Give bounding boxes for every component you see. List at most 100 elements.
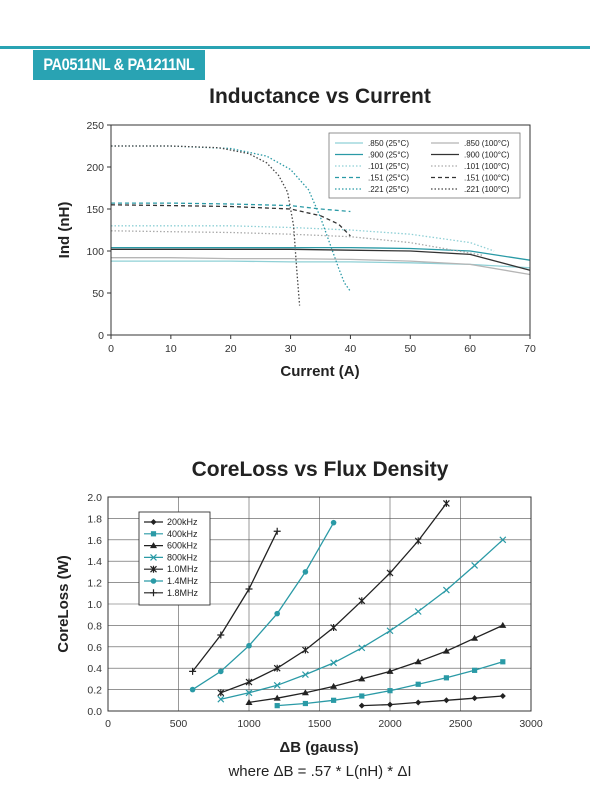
chart1-y-tick-label: 150 xyxy=(86,204,104,216)
chart2-point-800khz xyxy=(245,689,253,697)
chart2-point-800khz xyxy=(471,562,479,569)
chart1-legend-label: .850 (100°C) xyxy=(464,139,510,148)
chart1-y-tick-label: 50 xyxy=(92,288,104,300)
chart2-point-800khz xyxy=(386,627,394,635)
chart2-x-tick-label: 1500 xyxy=(308,718,332,730)
chart1-x-tick-label: 70 xyxy=(524,343,536,355)
chart1-legend-label: .151 (100°C) xyxy=(464,174,510,183)
chart2-point-1.0mhz xyxy=(414,537,422,545)
chart1-series-line-6 xyxy=(111,257,531,276)
chart2-point-800khz xyxy=(217,695,225,703)
inductance-chart: 0 10 20 30 40 50 60 70 0 50 100 150 200 250 Current (… xyxy=(56,120,536,380)
part-number-tab: PA0511NL & PA1211NL xyxy=(33,50,205,80)
chart2-legend-marker xyxy=(150,589,157,597)
chart1-legend: .850 (25°C) .900 (25°C) .101 (25°C) .151 (2… xyxy=(328,132,521,199)
chart1-x-tick-label: 20 xyxy=(225,343,237,355)
chart2-point-1.4mhz xyxy=(330,519,337,526)
chart1-y-tick-label: 0 xyxy=(98,330,104,342)
chart2-point-400khz xyxy=(387,688,393,694)
chart2-y-tick-label: 1.0 xyxy=(87,599,102,611)
chart2-point-1.0mhz xyxy=(358,597,366,605)
chart2-point-400khz xyxy=(415,681,421,687)
chart1-legend-box xyxy=(328,132,521,199)
chart1-x-tick-label: 10 xyxy=(165,343,177,355)
chart2-point-400khz xyxy=(472,667,478,673)
chart2-point-600khz xyxy=(330,682,338,689)
chart2-point-800khz xyxy=(301,671,309,679)
chart2-series-line-600khz xyxy=(248,624,504,704)
chart2-y-tick-label: 0.6 xyxy=(87,642,102,654)
chart1-legend-label: .221 (25°C) xyxy=(368,185,409,194)
chart2-legend-label: 400kHz xyxy=(167,529,198,539)
header-rule xyxy=(0,46,590,49)
chart2-y-tick-label: 0.4 xyxy=(87,663,102,675)
chart1-legend-label: .850 (25°C) xyxy=(368,139,409,148)
chart2-point-600khz xyxy=(499,621,507,628)
chart2-x-tick-label: 3000 xyxy=(519,718,543,730)
chart2-legend-box xyxy=(138,511,211,606)
chart1-x-tick-label: 40 xyxy=(345,343,357,355)
chart2-point-400khz xyxy=(274,703,280,709)
chart1-series-line-5 xyxy=(111,145,351,292)
chart2-x-tick-label: 500 xyxy=(170,718,188,730)
chart2-legend-label: 1.8MHz xyxy=(167,588,199,598)
chart2-point-1.4mhz xyxy=(246,642,252,649)
chart1-y-axis-title: Ind (nH) xyxy=(56,202,73,259)
chart2-series-line-1.4mhz xyxy=(192,522,335,691)
chart2-y-tick-label: 1.8 xyxy=(87,513,102,525)
chart1-series-line-2 xyxy=(111,246,531,261)
chart2-point-200khz xyxy=(415,699,422,706)
chart2-point-200khz xyxy=(499,693,506,700)
chart1-x-tick-label: 30 xyxy=(285,343,297,355)
chart1-legend-label: .900 (100°C) xyxy=(464,151,510,160)
chart2-point-1.4mhz xyxy=(302,569,309,575)
chart2-x-tick-label: 0 xyxy=(105,718,111,730)
chart2-legend-marker xyxy=(150,553,157,561)
chart2-point-1.0mhz xyxy=(217,689,225,697)
chart2-x-tick-label: 1000 xyxy=(237,718,261,730)
chart1-title: Inductance vs Current xyxy=(209,85,431,108)
chart1-series-line-4 xyxy=(111,202,351,213)
chart2-legend-label: 1.4MHz xyxy=(167,576,199,586)
chart2-point-400khz xyxy=(443,675,449,681)
chart1-legend-label: .151 (25°C) xyxy=(368,174,409,183)
chart2-point-1.0mhz xyxy=(273,664,281,672)
chart2-legend-marker xyxy=(150,542,157,549)
chart1-y-tick-label: 200 xyxy=(86,162,104,174)
chart2-point-1.8mhz xyxy=(217,631,225,639)
chart2-point-800khz xyxy=(442,586,450,594)
chart1-y-tick-label: 100 xyxy=(86,246,104,258)
chart2-point-400khz xyxy=(359,693,365,699)
chart1-series-line-8 xyxy=(110,230,483,256)
chart2-series-line-200khz xyxy=(361,695,503,707)
chart2-plot-frame xyxy=(107,496,532,712)
chart2-point-800khz xyxy=(499,536,507,544)
chart2-point-600khz xyxy=(442,647,450,654)
chart2-x-tick-label: 2500 xyxy=(449,718,473,730)
chart2-point-1.0mhz xyxy=(330,624,338,632)
chart1-legend-label: .101 (100°C) xyxy=(464,162,510,171)
chart2-legend-marker xyxy=(150,565,157,573)
chart1-legend-label: .101 (25°C) xyxy=(368,162,409,171)
chart2-point-1.8mhz xyxy=(273,527,281,535)
chart2-point-200khz xyxy=(471,695,478,702)
chart1-y-tick-label: 250 xyxy=(86,120,104,132)
chart2-y-tick-label: 0.8 xyxy=(87,620,102,632)
chart2-legend-label: 1.0MHz xyxy=(167,564,199,574)
chart1-series-line-9 xyxy=(110,204,351,237)
chart2-point-200khz xyxy=(387,701,393,708)
chart2-point-600khz xyxy=(358,675,366,682)
chart2-point-1.0mhz xyxy=(301,646,309,654)
chart1-legend-label: .900 (25°C) xyxy=(368,151,409,160)
chart2-point-1.4mhz xyxy=(274,610,281,617)
chart2-point-800khz xyxy=(273,681,281,689)
chart2-y-tick-label: 2.0 xyxy=(87,492,102,504)
chart1-x-axis-title: Current (A) xyxy=(280,363,359,380)
chart2-x-axis-title: ΔB (gauss) xyxy=(279,739,358,756)
chart2-y-tick-label: 1.2 xyxy=(87,578,102,590)
chart2-point-600khz xyxy=(471,634,479,641)
chart2-legend-label: 600kHz xyxy=(167,541,198,551)
chart2-y-tick-label: 1.6 xyxy=(87,535,102,547)
chart1-series-line-7 xyxy=(111,248,531,271)
